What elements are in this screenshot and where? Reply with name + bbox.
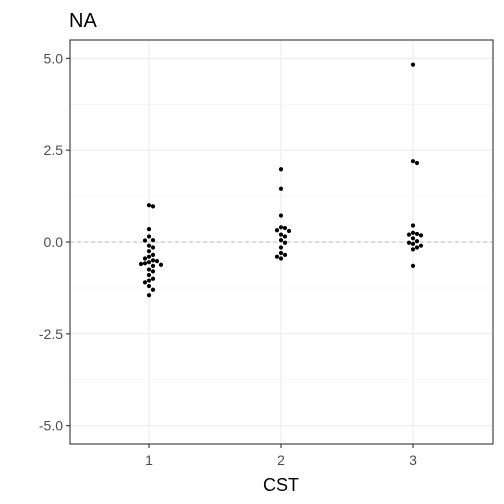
data-point — [286, 228, 292, 234]
data-point — [158, 262, 164, 267]
data-point — [410, 236, 416, 241]
data-point — [150, 238, 156, 243]
data-point — [274, 228, 280, 233]
data-point — [150, 287, 156, 292]
data-point — [278, 225, 284, 230]
data-point — [406, 232, 412, 237]
x-tick-label: 3 — [409, 452, 417, 468]
data-point — [150, 258, 156, 263]
data-point — [414, 245, 420, 250]
data-point — [146, 278, 152, 283]
data-point — [278, 245, 284, 250]
chart-title: NA — [69, 10, 97, 32]
y-tick-label: 5.0 — [44, 50, 64, 66]
data-point — [146, 203, 152, 208]
data-point — [410, 247, 416, 252]
data-point — [278, 167, 284, 172]
y-tick-label: 0.0 — [44, 234, 64, 250]
data-point — [418, 243, 424, 248]
data-point — [278, 256, 284, 261]
y-tick-label: -2.5 — [39, 326, 63, 342]
data-point — [142, 261, 148, 266]
data-point — [410, 263, 416, 268]
data-point — [278, 232, 284, 237]
data-point — [406, 240, 412, 245]
data-point — [154, 258, 160, 264]
data-point — [410, 159, 416, 164]
data-point — [282, 225, 288, 231]
data-point — [150, 263, 156, 268]
x-axis-title: CST — [263, 475, 299, 495]
data-point — [142, 238, 148, 243]
data-point — [146, 293, 152, 298]
data-point — [278, 250, 284, 256]
data-point — [142, 256, 148, 261]
x-axis-ticks: 1 2 3 — [145, 444, 417, 468]
data-point — [414, 160, 420, 166]
data-point — [410, 241, 416, 246]
data-point — [418, 233, 424, 238]
data-point — [274, 254, 280, 259]
data-point — [278, 238, 284, 243]
data-point — [146, 267, 152, 272]
data-point — [142, 280, 148, 285]
data-point — [146, 283, 152, 289]
points-layer — [138, 62, 424, 298]
data-point — [150, 245, 156, 250]
data-point — [150, 252, 156, 257]
data-point — [414, 231, 420, 237]
x-tick-label: 1 — [145, 452, 153, 468]
data-point — [146, 227, 152, 232]
y-tick-label: 2.5 — [44, 142, 64, 158]
data-point — [414, 239, 420, 244]
data-point — [150, 269, 156, 274]
data-point — [138, 261, 144, 267]
data-point — [146, 249, 152, 254]
x-tick-label: 2 — [277, 452, 285, 468]
data-point — [278, 186, 284, 191]
data-point — [278, 213, 284, 218]
data-point — [146, 260, 152, 265]
y-tick-label: -5.0 — [39, 418, 63, 434]
data-point — [146, 243, 152, 248]
y-axis-ticks: 5.0 2.5 0.0 -2.5 -5.0 — [39, 50, 70, 434]
data-point — [150, 204, 156, 209]
data-point — [282, 240, 288, 245]
data-point — [410, 230, 416, 235]
data-point — [410, 62, 416, 67]
data-point — [150, 276, 156, 281]
data-point — [282, 234, 288, 239]
data-point — [410, 223, 416, 228]
data-point — [282, 252, 288, 257]
data-point — [146, 272, 152, 278]
data-point — [146, 234, 152, 239]
data-point — [146, 254, 152, 259]
